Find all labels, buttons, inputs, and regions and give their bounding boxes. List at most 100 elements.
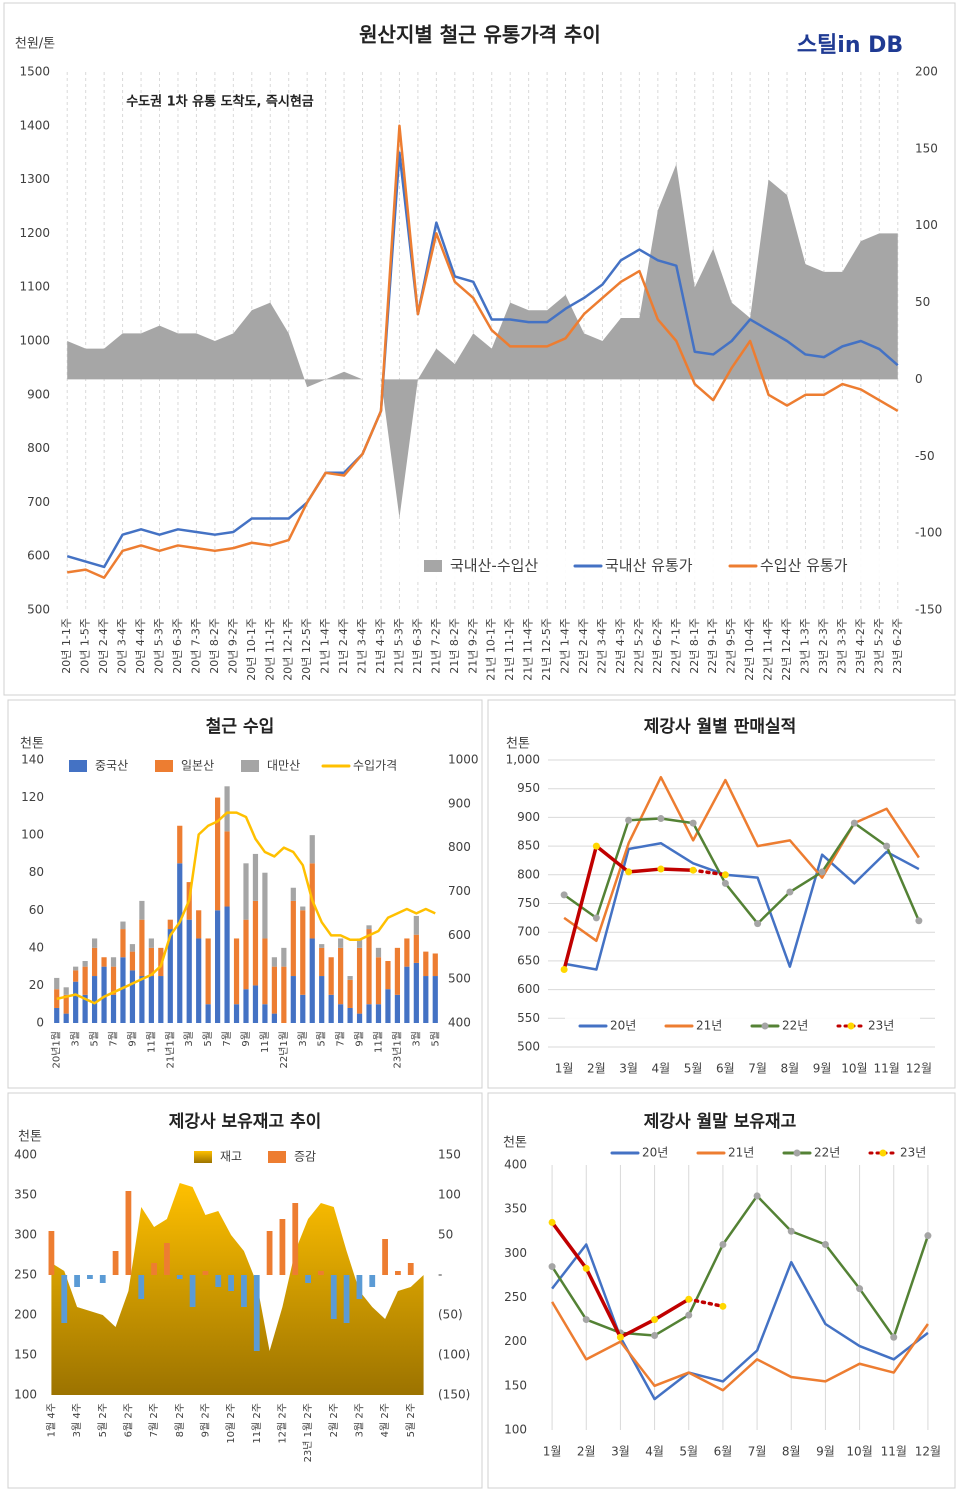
x-tick-label: 20년 9-2주 — [226, 618, 239, 674]
bar — [330, 1275, 337, 1319]
bar — [366, 929, 372, 1005]
y-tick-label: 600 — [27, 549, 50, 563]
bar — [279, 1219, 286, 1275]
y2-tick-label: 500 — [448, 972, 471, 986]
x-tick-label: 7월 2주 — [148, 1403, 160, 1437]
x-tick-label: 5월 — [202, 1031, 214, 1047]
x-tick-label: 9월 — [354, 1031, 366, 1047]
y2-tick-label: (150) — [438, 1388, 470, 1402]
legend-label: 22년 — [814, 1146, 840, 1160]
bar — [73, 970, 79, 982]
bar — [281, 966, 287, 1023]
x-tick-label: 23년 1-3주 — [798, 618, 811, 674]
marker — [915, 917, 923, 925]
x-tick-label: 2월 — [577, 1445, 596, 1459]
line — [551, 1301, 929, 1392]
y-tick-label: 300 — [14, 1228, 37, 1242]
x-tick-label: 7월 — [335, 1031, 347, 1047]
legend-label: 22년 — [782, 1019, 808, 1033]
bar — [292, 1203, 299, 1275]
bar — [158, 976, 164, 1023]
bar — [189, 1275, 196, 1307]
bar — [224, 906, 230, 1023]
bar — [423, 951, 429, 977]
x-tick-label: 7월 — [221, 1031, 233, 1047]
line — [551, 1194, 930, 1339]
bar — [366, 1004, 372, 1023]
line — [563, 817, 921, 925]
bar — [196, 910, 202, 939]
legend-label: 21년 — [696, 1019, 722, 1033]
x-tick-label: 20년 1-1주 — [60, 618, 73, 674]
legend-label: 수입산 유통가 — [760, 557, 848, 575]
marker — [786, 888, 794, 896]
bar — [167, 929, 173, 1023]
panel — [487, 1092, 956, 1489]
bar — [252, 900, 259, 986]
x-tick-label: 7월 — [748, 1445, 767, 1459]
y-tick-label: 200 — [504, 1334, 527, 1348]
chart-title: 제강사 보유재고 추이 — [169, 1112, 322, 1132]
y-axis-label: 천톤 — [18, 1130, 42, 1145]
y-tick-label: 100 — [504, 1423, 527, 1437]
x-tick-label: 22년 7-1주 — [669, 618, 682, 674]
y2-tick-label: - — [438, 1268, 442, 1282]
x-tick-label: 22년 6-2주 — [651, 618, 664, 674]
bar — [338, 947, 344, 1005]
bar — [73, 966, 79, 971]
bar — [241, 1275, 247, 1307]
x-tick-label: 22년 3-4주 — [595, 618, 608, 674]
marker — [856, 1285, 864, 1293]
x-tick-label: 1월 — [543, 1445, 562, 1459]
y-tick-label: 750 — [517, 896, 540, 910]
x-tick-label: 5월 — [684, 1062, 703, 1076]
x-tick-label: 12월 — [906, 1062, 932, 1076]
bar — [385, 989, 391, 1023]
bar — [347, 979, 353, 1008]
bar — [343, 1275, 350, 1323]
x-tick-label: 20년 12-1주 — [282, 618, 295, 681]
bar — [366, 925, 372, 930]
marker — [548, 1263, 556, 1271]
marker — [754, 920, 762, 928]
x-tick-label: 23년 1월 2주 — [302, 1403, 314, 1462]
x-tick-label: 20년 2-4주 — [97, 618, 110, 674]
bar — [253, 1275, 260, 1351]
line — [67, 124, 899, 579]
x-tick-label: 6월 2주 — [122, 1403, 134, 1437]
x-tick-label: 21년 11-1주 — [503, 618, 516, 681]
bar — [394, 947, 401, 995]
y-tick-label: 0 — [36, 1016, 44, 1030]
marker — [592, 914, 600, 922]
y-tick-label: 550 — [517, 1011, 540, 1025]
marker — [592, 842, 600, 850]
bar — [63, 994, 69, 1014]
bar — [347, 976, 353, 980]
x-tick-label: 10월 2주 — [225, 1403, 237, 1444]
legend-label: 재고 — [220, 1150, 242, 1164]
legend-swatch — [424, 560, 442, 572]
x-tick-label: 23년 5-2주 — [872, 618, 885, 674]
y-axis-label: 천원/톤 — [15, 37, 55, 52]
y-tick-label: 250 — [14, 1268, 37, 1282]
x-tick-label: 5월 2주 — [97, 1403, 109, 1437]
bar — [87, 1275, 93, 1279]
bar — [151, 1263, 157, 1275]
bar — [243, 919, 249, 990]
x-tick-label: 3월 — [70, 1031, 82, 1047]
x-tick-label: 22년 9-5주 — [725, 618, 738, 674]
chart-title: 철근 수입 — [206, 717, 274, 737]
bar — [356, 1013, 363, 1023]
marker — [616, 1333, 624, 1341]
x-tick-label: 1월 — [555, 1062, 574, 1076]
marker — [625, 816, 633, 824]
legend-swatch — [155, 760, 173, 772]
y2-tick-label: (100) — [438, 1348, 470, 1362]
x-tick-label: 23년 3-3주 — [835, 618, 848, 674]
bar — [271, 957, 277, 967]
x-tick-label: 22년1월 — [278, 1031, 290, 1069]
bar — [375, 1004, 382, 1023]
y-axis-label: 천톤 — [506, 737, 530, 752]
x-tick-label: 10월 — [841, 1062, 867, 1076]
legend-label: 중국산 — [95, 759, 128, 773]
